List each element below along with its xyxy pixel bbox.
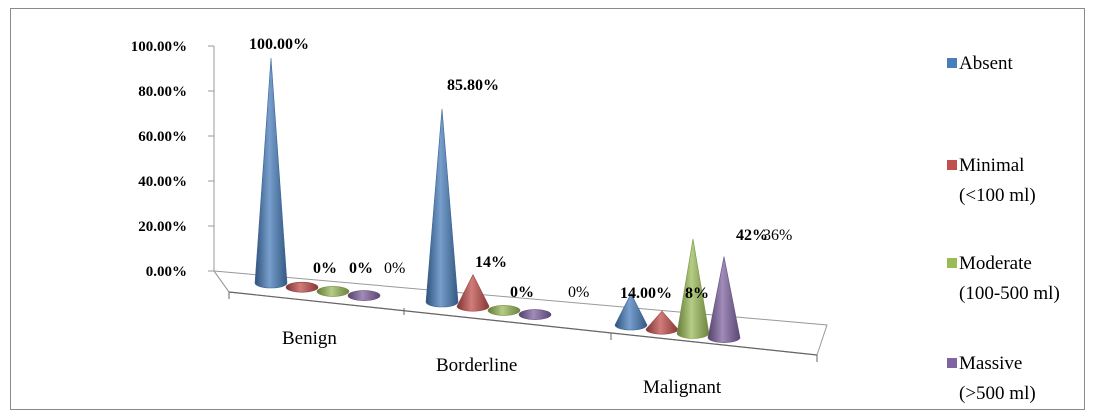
cone-malignant-1 [645, 310, 679, 335]
y-tick-label: 60.00% [138, 129, 187, 145]
back-wall-edge [213, 46, 230, 293]
y-tick-label: 40.00% [138, 174, 187, 190]
chart-area: 0.00% 20.00% 40.00% 60.00% 80.00% 100.00% 100… [10, 8, 1085, 410]
y-tick-label: 100.00% [131, 39, 187, 55]
cone-body [254, 57, 288, 289]
legend-entry: Moderate [959, 253, 1032, 274]
legend-swatch [947, 160, 957, 170]
y-tick-label: 20.00% [138, 219, 187, 235]
legend-entry: Absent [959, 53, 1014, 74]
data-label: 85.80% [447, 77, 499, 94]
data-label: 0% [568, 284, 589, 301]
data-label: 42% [736, 227, 768, 244]
cone-borderline-1 [456, 274, 490, 312]
cone-flat-disc [347, 290, 381, 301]
cone-malignant-3 [707, 256, 741, 343]
data-labels: 100.00%85.80%14.00%0% 14%8%0%0%42%0%0%36% [249, 36, 792, 302]
data-label: 36% [763, 227, 792, 244]
cone-benign-1 [285, 281, 319, 293]
cone-body [456, 274, 490, 312]
cone-flat-disc [285, 281, 319, 293]
data-label: 0% [510, 284, 534, 301]
data-label: 0% [349, 260, 373, 277]
legend-entry: (100-500 ml) [959, 283, 1060, 304]
cone-benign-3 [347, 290, 381, 301]
legend-swatch [947, 358, 957, 368]
cone-benign-0 [254, 57, 288, 289]
legend-entry: (>500 ml) [959, 383, 1036, 404]
cone-body [707, 256, 741, 343]
cone-borderline-0 [425, 108, 459, 308]
legend-swatch [947, 58, 957, 68]
cone-body [425, 108, 459, 308]
legend-entry: Massive [959, 353, 1022, 374]
cone-flat-disc [487, 305, 521, 316]
data-label: 0% [313, 260, 337, 277]
cone-malignant-0 [614, 292, 648, 331]
category-label: Borderline [436, 355, 517, 376]
data-label: 0% [384, 260, 405, 277]
data-label: 14% [475, 254, 507, 271]
cone-borderline-2 [487, 305, 521, 316]
cone-chart: 0.00% 20.00% 40.00% 60.00% 80.00% 100.00% 100… [131, 36, 1060, 404]
cone-body [645, 310, 679, 335]
y-axis-ticks: 0.00% 20.00% 40.00% 60.00% 80.00% 100.00% [131, 39, 214, 280]
y-tick-label: 80.00% [138, 84, 187, 100]
data-label: 100.00% [249, 36, 309, 53]
legend: Absent Minimal (<100 ml) Moderate (100-500 m… [947, 53, 1060, 404]
category-labels: Benign Borderline Malignant [282, 328, 722, 398]
cone-flat-disc [518, 309, 552, 320]
legend-entry: Minimal [959, 155, 1024, 176]
category-label: Benign [282, 328, 337, 349]
cone-benign-2 [316, 286, 350, 297]
category-label: Malignant [643, 377, 722, 398]
legend-entry: (<100 ml) [959, 185, 1036, 206]
cone-borderline-3 [518, 309, 552, 320]
y-tick-label: 0.00% [146, 264, 187, 280]
data-label: 8% [685, 285, 709, 302]
legend-swatch [947, 258, 957, 268]
data-label: 14.00% [620, 285, 672, 302]
cone-flat-disc [316, 286, 350, 297]
cone-series [254, 57, 741, 343]
x-axis-line [228, 291, 818, 356]
cone-body [614, 292, 648, 331]
